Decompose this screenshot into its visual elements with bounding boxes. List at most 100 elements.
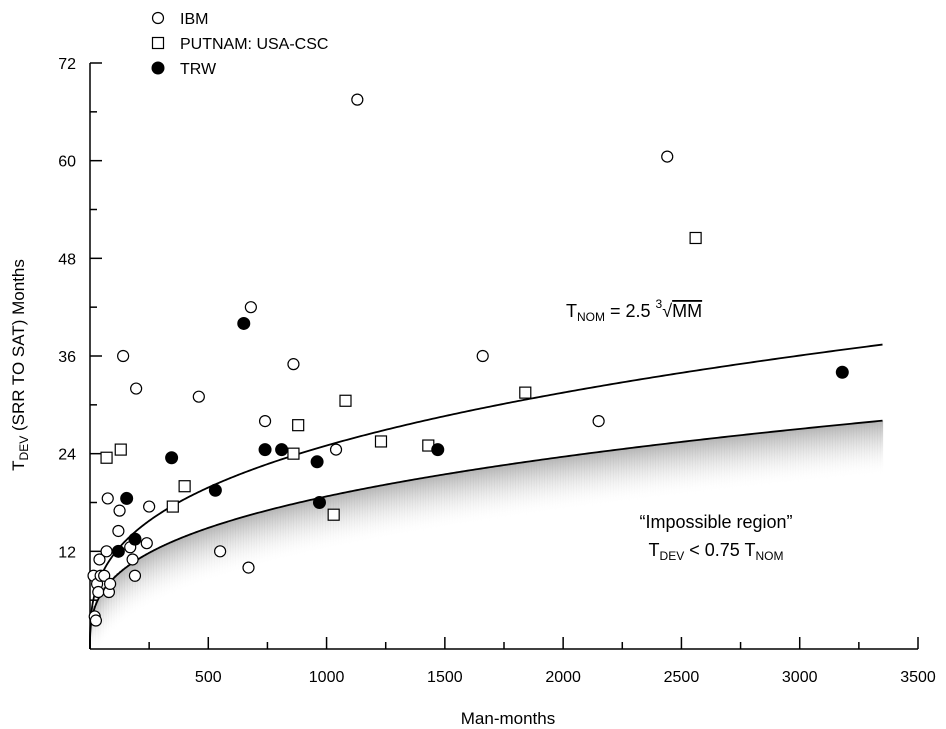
shade-strip [367,487,371,543]
x-tick-label: 3500 [900,669,936,686]
x-tick-label: 2500 [664,669,700,686]
point-putnam-usa-csc [114,443,127,456]
shade-strip [420,477,424,533]
shade-strip [842,424,847,480]
shade-strip [705,438,709,494]
shade-strip [422,477,427,533]
tnom-eq: = 2.5 [605,301,656,321]
shade-strip [631,447,635,503]
point-putnam-usa-csc [100,451,113,464]
shade-strip [874,421,878,477]
shade-strip [605,450,609,506]
shade-strip [584,453,588,509]
y-tick-label: 12 [58,544,76,561]
shade-strip [797,428,802,484]
shade-strip [618,449,622,505]
tnom-formula-label: TNOM = 2.5 3√MM [566,297,702,324]
shade-strip [697,439,701,495]
shade-strip [805,427,810,483]
point-ibm [476,349,489,363]
shade-strip [480,468,485,524]
shade-strip [451,472,456,528]
shade-strip [475,468,479,524]
shade-strip [776,431,781,487]
shade-strip [393,482,398,538]
shade-strip [441,474,445,530]
shade-strip [610,450,614,506]
shade-strip [782,430,786,486]
shade-strip [169,541,173,597]
shade-strip [692,440,696,496]
point-trw [835,365,849,379]
shade-strip [446,473,450,529]
point-ibm [351,93,364,106]
legend-label-2: TRW [180,61,217,78]
shade-strip [227,520,231,576]
shade-strip [808,427,812,483]
shade-strip [665,443,670,499]
point-ibm [100,545,113,558]
shade-strip [251,513,255,569]
shade-strip [594,452,598,508]
shade-strip [385,484,390,540]
shade-strip [285,505,289,561]
shade-strip [290,503,295,559]
shade-strip [425,477,429,533]
shade-strip [821,426,825,482]
point-ibm [258,415,272,428]
shade-strip [380,485,384,541]
shade-strip [161,545,165,601]
x-tick-label: 500 [195,669,222,686]
shade-strip [747,434,752,490]
shade-strip [779,430,783,486]
shade-strip [515,463,519,519]
shade-strip [388,483,392,539]
shade-strip [586,453,590,509]
shade-strip [317,497,321,553]
shade-strip [409,479,413,535]
point-trw [312,496,326,509]
shade-strip [333,494,337,550]
shade-strip [652,444,656,500]
region-sub1: DEV [660,549,685,563]
shade-strip [179,537,184,593]
legend: IBM PUTNAM: USA-CSC TRW [151,11,328,78]
tnom-radical: √ [662,301,672,321]
point-ibm [101,492,114,505]
shade-strip [861,422,865,478]
shade-strip [200,529,205,585]
x-tick-label: 2000 [545,669,581,686]
shade-strip [340,492,345,548]
x-ticks: 500 1000 1500 2000 2500 3000 3500 [148,637,936,686]
shade-strip [148,551,152,607]
shade-strip [721,437,725,493]
legend-label-0: IBM [180,11,208,28]
shade-strip [655,444,659,500]
point-putnam-usa-csc [178,480,191,493]
shade-strip [272,508,276,564]
shade-strip [177,538,181,594]
shade-strip [375,486,379,542]
shade-strip [274,507,279,563]
shade-strip [681,441,685,497]
shade-strip [676,442,680,498]
shade-strip [832,425,836,481]
shade-strip [116,573,120,629]
shade-strip [486,467,490,523]
shade-strip [578,454,582,510]
shade-strip [879,420,884,476]
point-putnam-usa-csc [519,386,532,399]
shade-strip [412,479,416,535]
point-putnam-usa-csc [689,231,702,245]
shade-strip [372,486,376,542]
x-axis-title: Man-months [461,709,555,728]
shade-strip [322,496,326,552]
tnom-t: T [566,301,577,321]
region-t1: T [649,540,660,560]
shade-strip [763,432,767,488]
shade-strip [319,497,324,553]
shade-strip [589,452,593,508]
shade-strip [684,441,688,497]
y-tick-label: 60 [58,154,76,171]
